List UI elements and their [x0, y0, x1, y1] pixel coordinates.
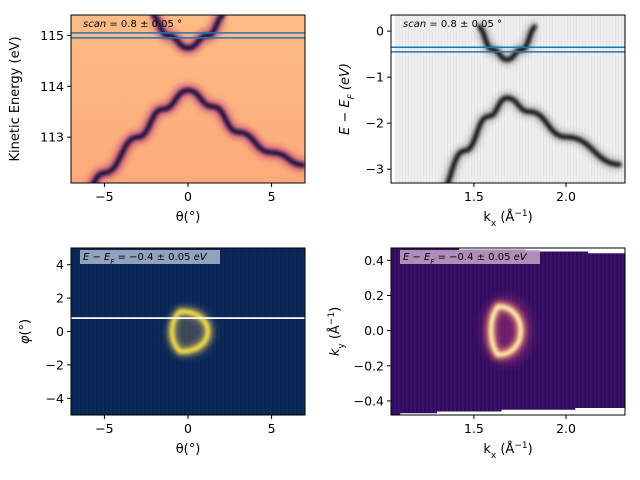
band-dispersion	[91, 87, 305, 183]
annotation-label: E − EF = −0.4 ± 0.05 eV	[403, 252, 528, 266]
band-dispersion	[476, 24, 538, 62]
panel-ky-vs-kx-map: 1.5 2.0 0.4 0.2 0.0 −0.2 −0.4 E − EF = −0.4 ± 0…	[327, 247, 626, 461]
band-dispersion	[150, 15, 226, 51]
y-tick-label: 0	[56, 324, 64, 339]
fermi-surface-contour	[489, 304, 523, 357]
x-tick-label: 1.5	[464, 421, 484, 436]
axes-frame	[390, 247, 626, 416]
y-axis-label: φ(°)	[18, 319, 33, 344]
x-axis-label: θ(°)	[176, 442, 201, 457]
panel-phi-vs-theta-map: −5 0 5 4 2 0 −2 −4 E − EF = −0.4 ± 0.05 eV θ(°) φ(…	[18, 247, 306, 457]
y-axis-label: E − EF (eV)	[338, 63, 357, 135]
x-tick-label: 5	[268, 421, 276, 436]
y-tick-label: 4	[56, 257, 64, 272]
axes-frame	[390, 14, 626, 184]
y-tick-label: 0	[376, 24, 384, 39]
y-tick-label: 0.4	[364, 253, 384, 268]
x-axis-label: kx (Å−1)	[483, 441, 532, 461]
panel-kinetic-energy-vs-theta: −5 0 5 113 114 115 scan = 0.8 ± 0.05 ° θ(°) Kine…	[8, 14, 306, 225]
annotation-box	[400, 250, 540, 264]
y-tick-label: −4	[46, 391, 64, 406]
y-tick-label: −1	[366, 70, 384, 85]
band-dispersion	[445, 95, 622, 183]
y-tick-label: 0.2	[364, 288, 384, 303]
x-tick-label: 5	[268, 189, 276, 204]
x-tick-label: −5	[95, 421, 113, 436]
y-tick-label: −3	[366, 162, 384, 177]
annotation-label: scan = 0.8 ± 0.05 °	[403, 19, 502, 30]
y-tick-label: 115	[40, 28, 64, 43]
y-tick-label: −0.2	[354, 358, 384, 373]
y-tick-label: −0.4	[354, 393, 384, 408]
y-tick-label: 2	[56, 291, 64, 306]
y-axis-label: Kinetic Energy (eV)	[8, 36, 23, 161]
x-axis-label: θ(°)	[176, 210, 201, 225]
x-tick-label: −5	[95, 189, 113, 204]
x-tick-label: 1.5	[464, 189, 484, 204]
x-tick-label: 0	[184, 189, 192, 204]
y-tick-label: 113	[40, 130, 64, 145]
annotation-label: E − EF = −0.4 ± 0.05 eV	[83, 252, 208, 266]
y-tick-label: 114	[40, 79, 64, 94]
x-axis-label: kx (Å−1)	[483, 209, 532, 229]
y-tick-label: 0.0	[364, 323, 384, 338]
x-tick-label: 0	[184, 421, 192, 436]
panel-binding-energy-vs-kx: 1.5 2.0 0 −1 −2 −3 scan = 0.8 ± 0.05 ° kx (Å−1)…	[338, 14, 626, 229]
y-tick-label: −2	[46, 357, 64, 372]
annotation-label: scan = 0.8 ± 0.05 °	[83, 19, 182, 30]
y-tick-label: −2	[366, 116, 384, 131]
x-tick-label: 2.0	[556, 421, 576, 436]
x-tick-label: 2.0	[556, 189, 576, 204]
y-axis-label: ky (Å−1)	[327, 307, 347, 356]
annotation-box	[80, 250, 220, 264]
